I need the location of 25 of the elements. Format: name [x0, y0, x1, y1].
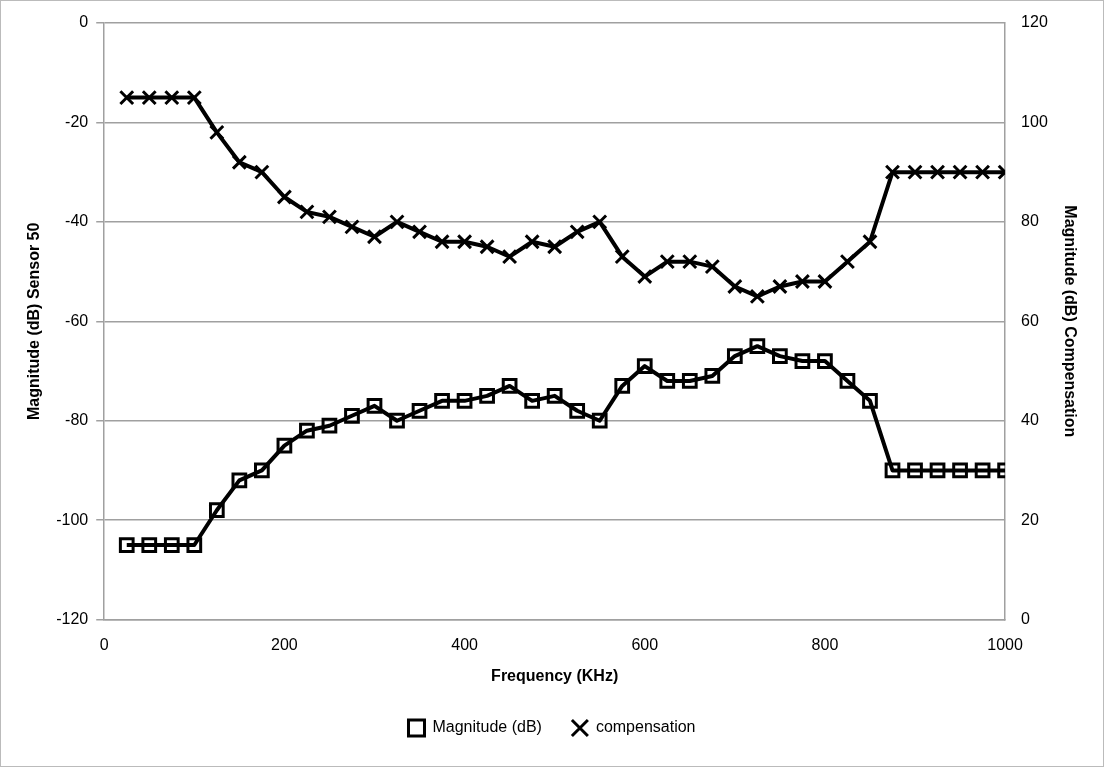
y2-tick-label: 80: [1021, 212, 1039, 230]
y-axis-title: Magnitude (dB) Sensor 50: [25, 222, 43, 420]
y2-tick-label: 40: [1021, 411, 1039, 429]
legend-label: compensation: [595, 718, 696, 736]
y-tick-label: 0: [79, 13, 89, 31]
x-tick-label: 600: [631, 635, 659, 653]
y-tick-label: -40: [65, 212, 89, 230]
x-tick-label: 0: [99, 635, 109, 653]
y2-tick-label: 60: [1021, 311, 1039, 329]
y-tick-label: -20: [65, 112, 89, 130]
y-tick-label: -100: [56, 510, 89, 528]
y2-tick-label: 100: [1021, 112, 1048, 130]
y2-axis-title: Magnitude (dB) Compensation: [1061, 205, 1079, 438]
y2-tick-label: 120: [1021, 13, 1048, 31]
x-tick-label: 400: [451, 635, 479, 653]
x-tick-label: 1000: [987, 635, 1023, 653]
y2-tick-label: 0: [1021, 610, 1031, 628]
y2-tick-label: 20: [1021, 510, 1039, 528]
y-tick-label: -60: [65, 311, 89, 329]
y-tick-label: -80: [65, 411, 89, 429]
x-tick-label: 800: [811, 635, 839, 653]
x-axis-title: Frequency (KHz): [491, 666, 619, 684]
legend-label: Magnitude (dB): [432, 718, 542, 736]
x-tick-label: 200: [271, 635, 298, 653]
y-tick-label: -120: [56, 610, 89, 628]
